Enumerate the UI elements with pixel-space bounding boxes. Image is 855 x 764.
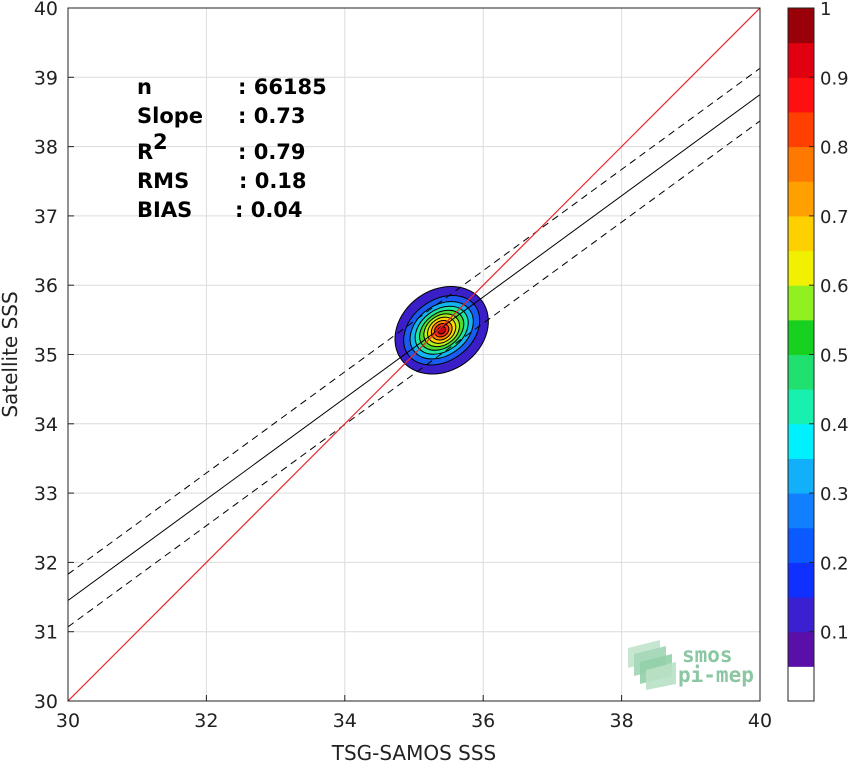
colorbar-tick-label: 0.3 [820,484,849,505]
stat-value: : 0.79 [238,140,306,164]
colorbar-segment [788,250,814,286]
stat-label-superscript: 2 [153,130,168,154]
colorbar-segment [788,597,814,633]
colorbar-tick-label: 1 [820,0,831,20]
colorbar-segment [788,215,814,252]
colorbar-segment [788,111,814,148]
x-tick-label: 34 [333,710,357,732]
y-tick-label: 39 [34,67,58,89]
smos-pi-mep-logo: smos pi-mep [628,640,754,690]
y-tick-label: 36 [34,275,58,297]
y-tick-label: 31 [34,622,58,644]
colorbar-segment [788,8,814,44]
stat-value: : 0.18 [239,169,307,193]
colorbar-segment [788,389,814,425]
colorbar-segment [788,146,814,182]
colorbar-segment [788,42,814,78]
colorbar-segment [788,458,814,494]
x-tick-label: 30 [56,710,80,732]
colorbar-segment [788,319,814,355]
y-tick-label: 35 [34,345,58,367]
colorbar [787,7,815,702]
stat-label: RMS [137,169,189,193]
colorbar-tick-label: 0.8 [820,138,849,159]
stat-value: : 0.04 [235,198,303,222]
colorbar-tick-label: 0.7 [820,207,849,228]
logo-mark-icon [628,640,676,690]
stats-annotation: n : 66185 Slope : 0.73 R 2 : 0.79 RMS : 0.18 BIAS… [137,75,327,222]
y-tick-label: 32 [34,552,58,574]
identity-line [68,8,760,701]
y-axis-label: Satellite SSS [0,291,22,417]
y-tick-label: 33 [34,483,58,505]
stat-label: Slope [137,104,203,128]
colorbar-tick-label: 0.5 [820,346,849,367]
colorbar-segment [788,354,814,390]
logo-line-1: smos [682,643,733,667]
stat-label: BIAS [137,198,192,222]
y-tick-label: 30 [34,691,58,713]
x-tick-label: 32 [194,710,218,732]
colorbar-tick-label: 0.1 [820,623,849,644]
stat-value: : 66185 [238,75,327,99]
confidence-line-1 [68,67,760,575]
stat-value: : 0.73 [238,104,306,128]
y-tick-label: 34 [34,414,58,436]
x-tick-label: 40 [748,710,772,732]
colorbar-segment [788,423,814,459]
x-tick-label: 38 [610,710,634,732]
y-tick-label: 37 [34,206,58,228]
confidence-line-2 [68,120,760,628]
x-ticks: 30 32 34 36 38 40 [56,695,772,732]
colorbar-segment [788,666,814,702]
colorbar-tick-label: 0.4 [820,415,849,436]
x-tick-label: 36 [471,710,495,732]
colorbar-segment [788,181,814,217]
colorbar-segment [788,527,814,563]
colorbar-tick-label: 0.9 [820,68,849,89]
y-tick-label: 38 [34,137,58,159]
colorbar-segment [788,493,814,529]
logo-line-2: pi-mep [678,663,754,687]
regression-lines [68,8,760,701]
regression-line [68,94,760,601]
x-axis-label: TSG-SAMOS SSS [331,741,497,764]
colorbar-segment [788,631,814,667]
y-ticks: 30 31 32 33 34 35 36 37 38 39 40 [34,0,74,713]
stat-label: n [137,75,152,99]
colorbar-segment [788,285,814,321]
colorbar-ticks: 0.1 0.2 0.3 0.4 0.5 0.6 0.7 0.8 0.9 1 [809,0,849,644]
colorbar-segment [788,562,814,598]
colorbar-segment [788,77,814,113]
colorbar-tick-label: 0.2 [820,553,849,574]
y-tick-label: 40 [34,0,58,20]
colorbar-tick-label: 0.6 [820,276,849,297]
density-contours [394,285,489,375]
stat-label: R [137,140,153,164]
line-group [68,8,760,701]
